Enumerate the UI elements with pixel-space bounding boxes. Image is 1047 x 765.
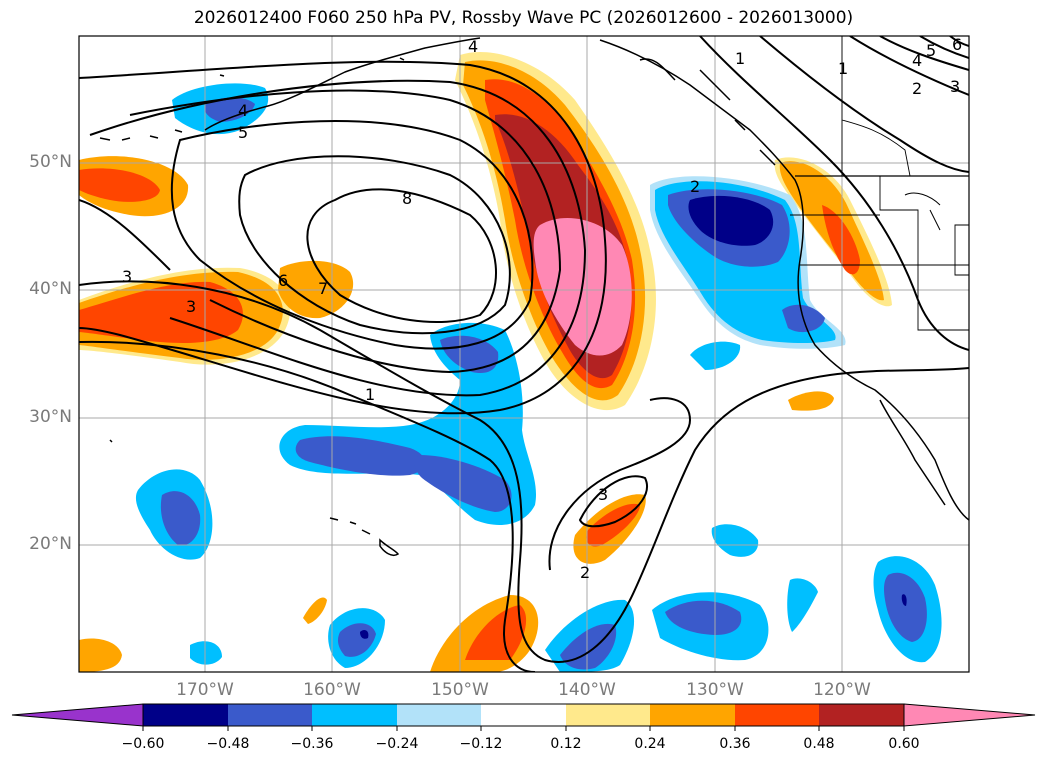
contour-label: 5 [926,41,936,60]
colorbar-tick-label: 0.24 [634,736,666,752]
lat-label: 20°N [29,534,72,554]
colorbar-bin [566,704,650,726]
figure-title: 2026012400 F060 250 hPa PV, Rossby Wave … [193,8,854,28]
lat-label: 50°N [29,152,72,172]
map-frame [78,35,970,673]
colorbar-bin [143,704,228,726]
contour-label-group: 8 7 6 5 4 4 3 3 3 2 2 2 1 1 1 5 4 6 3 [122,35,962,582]
lon-label: 150°W [431,680,489,700]
lon-label: 140°W [558,680,616,700]
contour-label: 7 [318,279,328,298]
contour-label: 2 [580,563,590,582]
coastlines [99,36,969,557]
colorbar-tick-label: 0.12 [550,736,582,752]
positive-anomaly-fill [79,52,892,672]
contour-label: 1 [735,49,745,68]
map-plot: 8 7 6 5 4 4 3 3 3 2 2 2 1 1 1 5 4 6 3 [79,35,969,672]
colorbar-bin [650,704,735,726]
colorbar-extend-low [11,703,144,727]
lat-label: 40°N [29,279,72,299]
contour-label: 8 [402,189,412,208]
contour-label: 6 [952,35,962,54]
colorbar-tick-label: −0.36 [290,736,334,752]
colorbar-tick-label: 0.48 [803,736,835,752]
contour-label: 1 [365,385,375,404]
colorbar-bin [481,704,566,726]
lon-label: 160°W [303,680,361,700]
contour-label: 4 [468,37,478,56]
lon-label: 170°W [176,680,234,700]
colorbar-tick-label: −0.48 [206,736,250,752]
colorbar-tick-label: −0.60 [121,736,165,752]
contour-label: 4 [912,51,922,70]
lon-label: 120°W [813,680,871,700]
graticule [79,36,969,672]
colorbar-tick-label: 0.36 [719,736,751,752]
contour-label: 3 [598,485,608,504]
contour-label: 2 [912,79,922,98]
colorbar-bin [312,704,397,726]
lat-label: 30°N [29,407,72,427]
contour-label: 2 [690,177,700,196]
lon-label: 130°W [686,680,744,700]
pv-contours [79,36,969,672]
colorbar-bin [819,704,904,726]
contour-label: 6 [278,271,288,290]
colorbar [11,703,1036,731]
colorbar-extend-high [903,703,1036,727]
colorbar-bin [735,704,819,726]
colorbar-tick-label: −0.12 [459,736,503,752]
colorbar-bin [397,704,481,726]
contour-label: 3 [950,77,960,96]
contour-label: 4 [238,101,248,120]
contour-label: 3 [186,297,196,316]
colorbar-tick-label: −0.24 [375,736,419,752]
contour-label: 1 [838,59,848,78]
colorbar-bin [228,704,312,726]
contour-label: 3 [122,267,132,286]
colorbar-tick-label: 0.60 [888,736,920,752]
contour-label: 5 [238,123,248,142]
